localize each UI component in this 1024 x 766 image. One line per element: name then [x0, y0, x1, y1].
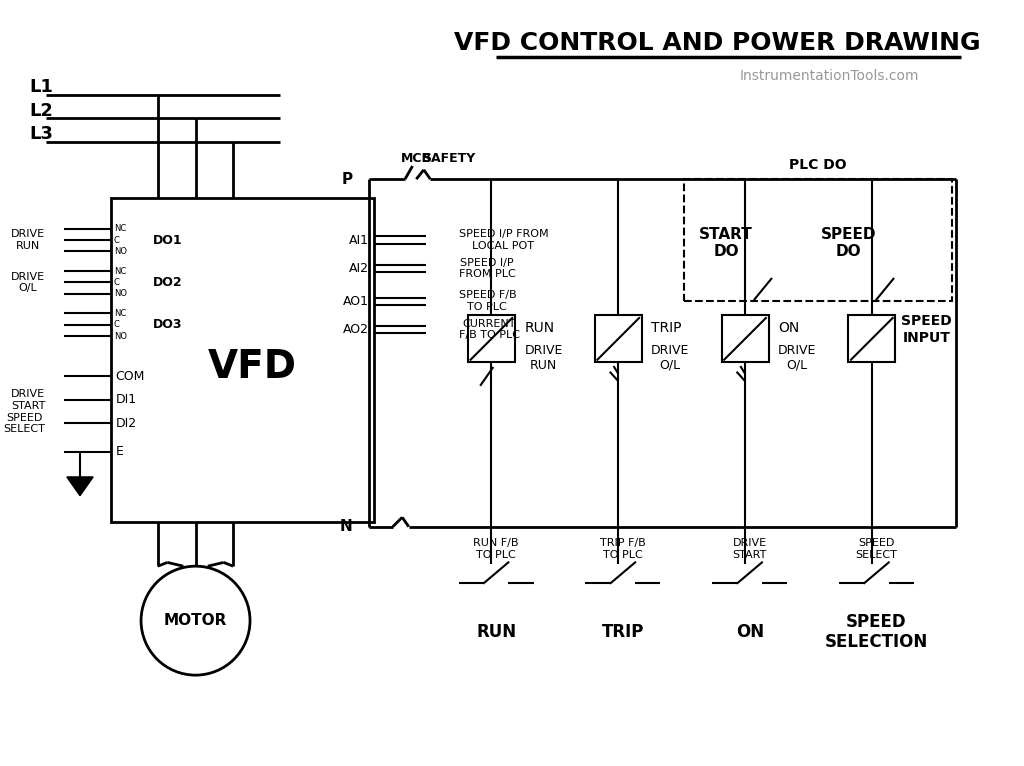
- Text: SPEED I/P
FROM PLC: SPEED I/P FROM PLC: [459, 257, 515, 279]
- Text: RUN: RUN: [476, 623, 516, 641]
- Text: COM: COM: [116, 370, 145, 383]
- Text: DO1: DO1: [154, 234, 183, 247]
- Text: L1: L1: [30, 78, 53, 96]
- Text: AO2: AO2: [343, 323, 370, 336]
- Bar: [848, 316, 895, 362]
- Text: SPEED
SELECT: SPEED SELECT: [856, 538, 897, 560]
- Text: NC: NC: [114, 309, 126, 318]
- Text: RUN F/B
TO PLC: RUN F/B TO PLC: [473, 538, 519, 560]
- Text: DRIVE
O/L: DRIVE O/L: [651, 344, 689, 372]
- Text: SPEED
SELECTION: SPEED SELECTION: [825, 613, 928, 651]
- Text: SPEED I/P FROM
LOCAL POT: SPEED I/P FROM LOCAL POT: [459, 230, 548, 251]
- Text: NO: NO: [114, 332, 127, 341]
- Text: NO: NO: [114, 290, 127, 298]
- Text: N: N: [340, 519, 352, 534]
- Text: RUN: RUN: [524, 321, 554, 335]
- Polygon shape: [67, 477, 93, 496]
- Text: MCB: MCB: [400, 152, 432, 165]
- Text: DRIVE
RUN: DRIVE RUN: [11, 230, 45, 251]
- Text: C: C: [114, 278, 120, 287]
- Text: DRIVE
START: DRIVE START: [732, 538, 767, 560]
- Text: DI1: DI1: [116, 394, 137, 407]
- Text: P: P: [341, 172, 352, 187]
- Bar: [684, 179, 951, 301]
- Bar: [468, 316, 515, 362]
- Text: DRIVE
START: DRIVE START: [11, 389, 45, 411]
- Text: TRIP: TRIP: [602, 623, 644, 641]
- Text: SPEED
SELECT: SPEED SELECT: [3, 413, 45, 434]
- Text: NO: NO: [114, 247, 127, 256]
- Text: ON: ON: [778, 321, 799, 335]
- Bar: [111, 198, 374, 522]
- Bar: [595, 316, 642, 362]
- Text: ON: ON: [735, 623, 764, 641]
- Text: START
DO: START DO: [699, 227, 753, 259]
- Text: AI1: AI1: [349, 234, 370, 247]
- Text: VFD CONTROL AND POWER DRAWING: VFD CONTROL AND POWER DRAWING: [454, 31, 980, 55]
- Text: DRIVE
O/L: DRIVE O/L: [778, 344, 816, 372]
- Text: MOTOR: MOTOR: [164, 613, 227, 628]
- Text: AI2: AI2: [349, 262, 370, 275]
- Text: TRIP F/B
TO PLC: TRIP F/B TO PLC: [600, 538, 646, 560]
- Text: VFD: VFD: [208, 348, 296, 386]
- Text: DO3: DO3: [154, 318, 182, 331]
- Text: CURRENT
F/B TO PLC: CURRENT F/B TO PLC: [459, 319, 519, 340]
- Text: E: E: [116, 445, 124, 458]
- Text: C: C: [114, 320, 120, 329]
- Text: DRIVE
O/L: DRIVE O/L: [11, 272, 45, 293]
- Text: SPEED F/B
TO PLC: SPEED F/B TO PLC: [459, 290, 516, 312]
- Text: DRIVE
RUN: DRIVE RUN: [524, 344, 562, 372]
- Bar: [722, 316, 769, 362]
- Text: L3: L3: [30, 125, 53, 143]
- Text: PLC DO: PLC DO: [788, 158, 846, 172]
- Text: InstrumentationTools.com: InstrumentationTools.com: [739, 69, 920, 83]
- Text: C: C: [114, 236, 120, 244]
- Text: SAFETY: SAFETY: [423, 152, 476, 165]
- Text: DI2: DI2: [116, 417, 137, 430]
- Text: SPEED
INPUT: SPEED INPUT: [901, 314, 951, 345]
- Text: TRIP: TRIP: [651, 321, 682, 335]
- Text: DO2: DO2: [154, 276, 183, 289]
- Text: NC: NC: [114, 267, 126, 276]
- Text: SPEED
DO: SPEED DO: [820, 227, 877, 259]
- Text: AO1: AO1: [343, 295, 370, 308]
- Text: NC: NC: [114, 224, 126, 234]
- Text: L2: L2: [30, 102, 53, 119]
